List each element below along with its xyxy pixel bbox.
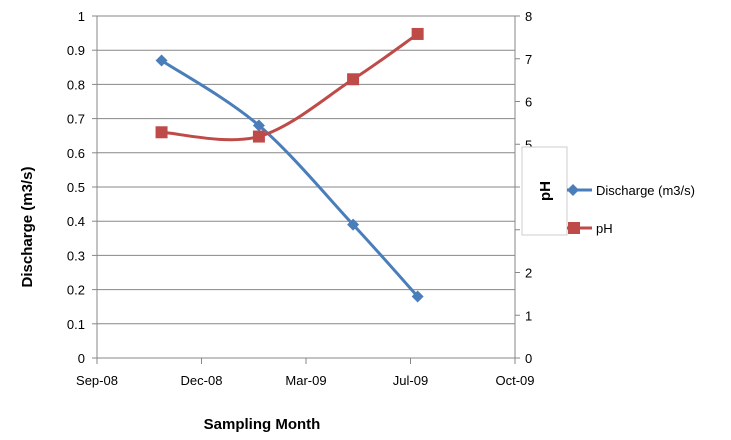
series-group [155, 27, 424, 303]
x-axis-ticks: Sep-08 Dec-08 Mar-09 Jul-09 Oct-09 [76, 373, 534, 388]
data-point [411, 290, 424, 303]
y2-axis-title-box [521, 146, 568, 236]
data-point [155, 54, 168, 67]
legend-item: Discharge (m3/s) [567, 183, 695, 198]
y2-tick-label: 5 [525, 137, 532, 152]
y2-tick-label: 2 [525, 266, 532, 281]
series-line [161, 32, 419, 142]
y-tick-label: 1 [78, 9, 85, 24]
y-tick-label: 0.8 [67, 77, 85, 92]
y-tick-label: 0.1 [67, 317, 85, 332]
y-tick-label: 0.5 [67, 180, 85, 195]
x-tick-label: Mar-09 [285, 373, 326, 388]
legend-label: pH [596, 221, 613, 236]
y-axis-ticks: 0 0.1 0.2 0.3 0.4 0.5 0.6 0.7 0.8 0.9 1 [67, 9, 85, 366]
data-point [155, 126, 168, 139]
y2-tick-label: 7 [525, 52, 532, 67]
series-line [160, 59, 419, 298]
legend-marker [567, 184, 579, 196]
data-point [347, 218, 360, 231]
series-ph [155, 27, 424, 143]
x-axis-title: Sampling Month [204, 416, 321, 433]
y-tick-label: 0 [78, 351, 85, 366]
y-axis-title: Discharge (m3/s) [19, 167, 36, 288]
series-discharge [155, 54, 424, 303]
legend: Discharge (m3/s) pH [567, 183, 695, 236]
x-tick-label: Dec-08 [181, 373, 223, 388]
y-tick-label: 0.9 [67, 43, 85, 58]
data-point [347, 73, 360, 86]
y-tick-label: 0.6 [67, 146, 85, 161]
y-tick-label: 0.7 [67, 112, 85, 127]
y-tick-label: 0.2 [67, 283, 85, 298]
data-point [252, 119, 265, 132]
y2-tick-label: 8 [525, 9, 532, 24]
y2-tick-label: 1 [525, 308, 532, 323]
y2-tick-label: 6 [525, 95, 532, 110]
x-tick-label: Jul-09 [393, 373, 428, 388]
y2-axis-title: pH [537, 181, 554, 201]
y-tick-label: 0.4 [67, 214, 85, 229]
y2-tick-label: 0 [525, 351, 532, 366]
legend-label: Discharge (m3/s) [596, 183, 695, 198]
data-point [252, 130, 265, 143]
axes [92, 15, 520, 364]
data-point [411, 27, 424, 40]
x-tick-label: Oct-09 [495, 373, 534, 388]
x-tick-label: Sep-08 [76, 373, 118, 388]
y-tick-label: 0.3 [67, 248, 85, 263]
legend-item: pH [567, 221, 613, 236]
gridlines [97, 15, 515, 325]
legend-marker [568, 222, 580, 234]
